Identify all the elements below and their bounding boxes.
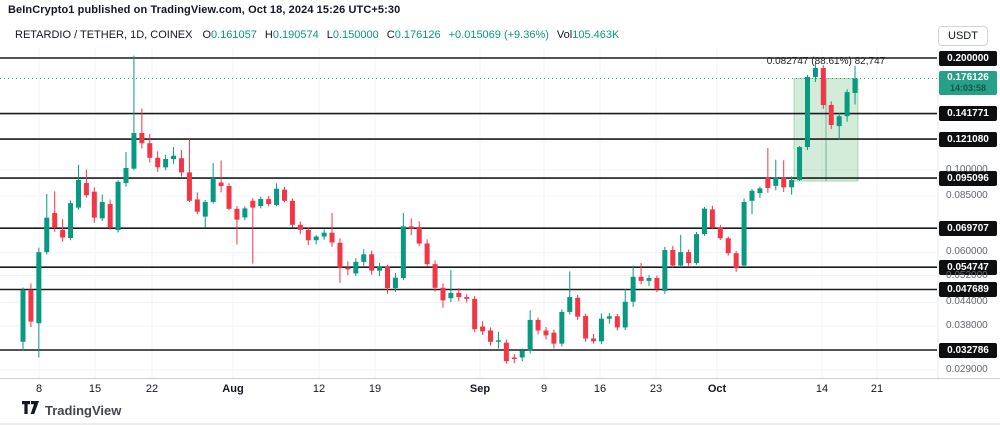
change-value: +0.015069 (+9.36%) xyxy=(448,29,549,41)
ohlc-close: C0.176126 xyxy=(386,29,441,41)
axis-borders xyxy=(0,48,1000,379)
ohlc-low: L0.150000 xyxy=(326,29,379,41)
tradingview-icon xyxy=(22,401,39,419)
currency-unit-button[interactable]: USDT xyxy=(938,26,988,46)
measure-tool-annotation: 0.082747 (88.61%) 82,747 xyxy=(766,56,886,67)
bottom-edge xyxy=(0,423,1000,425)
attribution-line: BeInCrypto1 published on TradingView.com… xyxy=(8,4,401,16)
tradingview-branding[interactable]: TradingView xyxy=(22,401,121,419)
ohlc-high: H0.190574 xyxy=(264,29,319,41)
volume-readout: Vol105.463K xyxy=(556,29,620,41)
candlestick-series xyxy=(20,55,858,364)
symbol-title[interactable]: RETARDIO / TETHER, 1D, COINEX xyxy=(15,29,193,41)
tradingview-wordmark: TradingView xyxy=(45,402,122,418)
chart-legend: RETARDIO / TETHER, 1D, COINEX O0.161057 … xyxy=(15,29,619,41)
ohlc-open: O0.161057 xyxy=(202,29,257,41)
support-resistance-lines xyxy=(0,57,937,351)
